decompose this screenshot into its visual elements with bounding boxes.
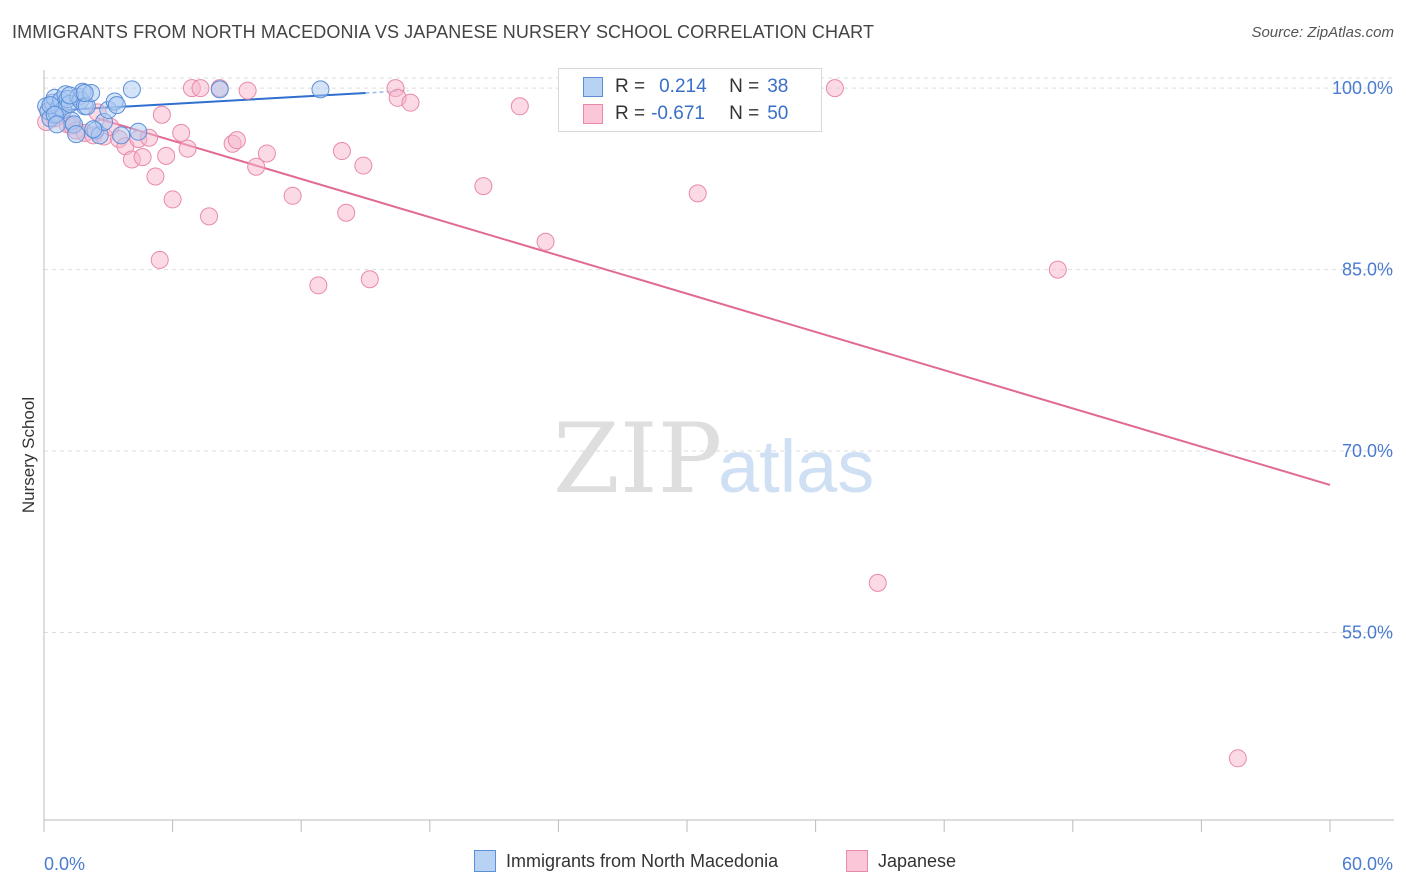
japanese-point (133, 148, 152, 167)
japanese-point (178, 139, 197, 158)
japanese-point (257, 144, 276, 163)
n-label: N = (729, 103, 760, 124)
pink-swatch-icon (583, 104, 603, 124)
x-tick-label: 0.0% (44, 854, 85, 874)
japanese-point (157, 146, 176, 165)
japanese-point (332, 142, 351, 161)
japanese-point (150, 250, 169, 269)
japanese-point (354, 156, 373, 175)
legend-label: Immigrants from North Macedonia (506, 850, 779, 871)
japanese-point (868, 573, 887, 592)
n-label: N = (729, 76, 760, 97)
watermark-zip: ZIP (553, 403, 722, 515)
blue-swatch-icon (583, 77, 603, 97)
japanese-point (283, 186, 302, 205)
source-label: Source: ZipAtlas.com (1251, 24, 1394, 41)
y-tick-label: 85.0% (1342, 260, 1393, 280)
r-label: R = (615, 103, 646, 124)
japanese-point (247, 157, 266, 176)
north-macedonia-point (129, 122, 148, 141)
y-axis-title: Nursery School (19, 397, 38, 513)
north-macedonia-point (107, 96, 126, 115)
japanese-point (163, 190, 182, 209)
japanese-point (401, 93, 420, 112)
japanese-point (337, 203, 356, 222)
legend-label: Japanese (878, 850, 957, 871)
north-macedonia-point (47, 115, 66, 134)
x-tick-label: 60.0% (1342, 854, 1393, 874)
chart-title: IMMIGRANTS FROM NORTH MACEDONIA VS JAPAN… (12, 22, 875, 42)
north-macedonia-point (84, 120, 103, 139)
japanese-point (536, 232, 555, 251)
axes (43, 70, 1394, 832)
stats-legend: R = 0.214 N = 38 R = -0.671 N = 50 (558, 68, 822, 132)
japanese-point (510, 97, 529, 116)
pink-swatch-icon (846, 850, 868, 872)
n-value: 50 (767, 103, 789, 124)
north-macedonia-point (67, 125, 86, 144)
n-value: 38 (767, 76, 789, 97)
japanese-point (825, 79, 844, 98)
r-value: -0.671 (651, 103, 705, 124)
legend-item-japanese[interactable]: Japanese (846, 850, 956, 872)
north-macedonia-point (122, 80, 141, 99)
legend-row-japanese: R = -0.671 N = 50 (583, 101, 788, 127)
japanese-point (474, 177, 493, 196)
r-label: R = (615, 76, 646, 97)
y-tick-label: 70.0% (1342, 441, 1393, 461)
legend-item-north-macedonia[interactable]: Immigrants from North Macedonia (474, 850, 778, 872)
blue-swatch-icon (474, 850, 496, 872)
japanese-trendline (97, 117, 1331, 486)
watermark-atlas: atlas (718, 425, 874, 508)
japanese-point (200, 207, 219, 226)
japanese-point (360, 270, 379, 289)
data-points (37, 79, 1247, 768)
r-value: 0.214 (659, 76, 707, 97)
japanese-point (238, 81, 257, 100)
japanese-point (309, 276, 328, 295)
gridlines (44, 77, 1394, 633)
japanese-point (172, 123, 191, 142)
north-macedonia-point (75, 83, 94, 102)
japanese-point (146, 167, 165, 186)
japanese-point (688, 184, 707, 203)
japanese-point (1228, 749, 1247, 768)
y-tick-label: 55.0% (1342, 623, 1393, 643)
watermark: ZIP atlas (553, 403, 874, 515)
north-macedonia-point (112, 126, 131, 145)
legend-row-north-macedonia: R = 0.214 N = 38 (583, 74, 788, 100)
japanese-point (152, 105, 171, 124)
japanese-point (227, 131, 246, 150)
japanese-point (191, 79, 210, 98)
y-tick-label: 100.0% (1332, 78, 1393, 98)
japanese-point (1048, 260, 1067, 279)
north-macedonia-point (210, 80, 229, 99)
tick-labels: 55.0% 70.0% 85.0% 100.0% 0.0% 60.0% (44, 78, 1393, 874)
north-macedonia-point (60, 86, 79, 105)
north-macedonia-point (311, 80, 330, 99)
